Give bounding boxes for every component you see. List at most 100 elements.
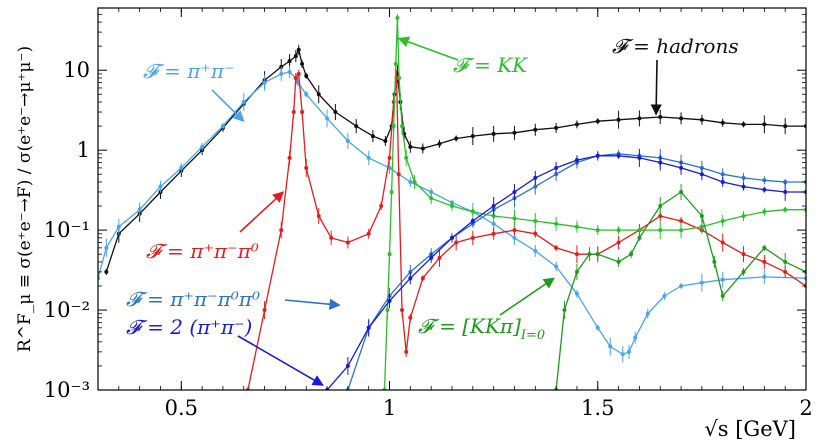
data-point-f-0-0 xyxy=(699,165,704,170)
data-point-f-2 xyxy=(554,165,559,170)
data-point-f-kk-i-0 xyxy=(637,235,642,240)
data-point-f-0 xyxy=(420,276,425,281)
data-point-f-0 xyxy=(279,228,284,233)
data-point-f-kk xyxy=(404,155,409,160)
data-point-f-0 xyxy=(316,214,321,219)
data-point-f-kk-i-0 xyxy=(595,252,600,257)
plot-frame xyxy=(97,7,807,391)
data-point-f xyxy=(241,100,246,105)
data-point-f-0 xyxy=(293,75,298,80)
data-point-f-hadrons xyxy=(720,120,725,125)
data-point-f-2 xyxy=(491,204,496,209)
data-point-f-kk-i-0 xyxy=(562,308,567,313)
annotation-label: 𝓕 = hadrons xyxy=(612,34,739,58)
data-point-f xyxy=(699,280,704,285)
data-point-f-kk xyxy=(393,61,398,66)
data-point-f-0-0 xyxy=(408,269,413,274)
data-point-f-0 xyxy=(437,255,442,260)
data-point-f-kk xyxy=(616,228,621,233)
data-point-f-hadrons xyxy=(420,146,425,151)
data-point-f xyxy=(137,207,142,212)
data-point-f-kk xyxy=(574,224,579,229)
series-line-f xyxy=(98,71,806,355)
data-point-f-0 xyxy=(658,214,663,219)
data-point-f-hadrons xyxy=(296,47,301,52)
data-point-f-0-0 xyxy=(554,172,559,177)
data-point-f xyxy=(574,291,579,296)
data-point-f-kk xyxy=(391,124,396,129)
data-point-f-0 xyxy=(454,240,459,245)
data-point-f xyxy=(595,325,600,330)
data-point-f-kk-i-0 xyxy=(629,252,634,257)
data-point-f xyxy=(633,335,638,340)
data-point-f-0 xyxy=(400,308,405,313)
data-point-f-hadrons xyxy=(354,124,359,129)
series-line-f-kk xyxy=(383,17,806,390)
data-point-f-kk xyxy=(783,207,788,212)
data-point-f-hadrons xyxy=(554,125,559,130)
data-point-f-kk-i-0 xyxy=(783,259,788,264)
data-point-f-kk-i-0 xyxy=(574,269,579,274)
data-point-f-hadrons xyxy=(454,136,459,141)
data-point-f-2 xyxy=(366,325,371,330)
data-point-f-hadrons xyxy=(304,73,309,78)
data-point-f-hadrons xyxy=(293,54,298,59)
data-point-f-kk xyxy=(429,196,434,201)
data-point-f-0-0 xyxy=(762,178,767,183)
series-f xyxy=(98,65,806,363)
annotation-arrow xyxy=(284,298,341,310)
data-point-f-kk xyxy=(595,228,600,233)
data-point-f-0 xyxy=(404,349,409,354)
series-f-kk-i-0 xyxy=(554,183,806,390)
data-point-f-hadrons xyxy=(574,122,579,127)
data-point-f xyxy=(720,277,725,282)
data-point-f-0-0 xyxy=(741,175,746,180)
data-point-f-kk xyxy=(533,218,538,223)
data-point-f-2 xyxy=(595,153,600,158)
data-point-f-2 xyxy=(387,298,392,303)
data-point-f-0 xyxy=(554,245,559,250)
data-point-f-hadrons xyxy=(512,130,517,135)
data-point-f-hadrons xyxy=(679,116,684,121)
data-point-f-0 xyxy=(512,228,517,233)
annotation-label: 𝓕 = π⁺π⁻ xyxy=(143,59,235,83)
data-point-f-kk xyxy=(389,189,394,194)
data-point-f-hadrons xyxy=(491,131,496,136)
data-point-f xyxy=(262,80,267,85)
data-point-f-2 xyxy=(616,153,621,158)
data-point-f-kk xyxy=(554,221,559,226)
data-point-f-2 xyxy=(637,155,642,160)
data-point-f xyxy=(220,124,225,129)
data-point-f-0 xyxy=(329,235,334,240)
data-point-f-hadrons xyxy=(783,124,788,129)
data-point-f xyxy=(200,144,205,149)
data-point-f-2 xyxy=(429,255,434,260)
data-point-f xyxy=(491,221,496,226)
data-point-f-kk xyxy=(491,214,496,219)
data-point-f-kk xyxy=(385,308,390,313)
data-point-f-0 xyxy=(574,252,579,257)
series-layer xyxy=(98,13,806,390)
data-point-f xyxy=(762,274,767,279)
x-tick-label: 0.5 xyxy=(165,396,198,420)
data-point-f-hadrons xyxy=(762,122,767,127)
data-point-f-0 xyxy=(533,231,538,236)
data-point-f-2 xyxy=(574,158,579,163)
data-point-f xyxy=(304,92,309,97)
data-point-f-kk xyxy=(400,124,405,129)
data-point-f-0 xyxy=(679,218,684,223)
data-point-f-hadrons xyxy=(408,144,413,149)
x-tick-label: 1 xyxy=(383,396,396,420)
data-point-f xyxy=(158,184,163,189)
series-f-kk xyxy=(382,13,806,390)
data-point-f-0 xyxy=(783,269,788,274)
data-point-f-hadrons xyxy=(333,110,338,115)
data-point-f-0 xyxy=(491,231,496,236)
data-point-f-0 xyxy=(616,240,621,245)
data-point-f-0-0 xyxy=(533,184,538,189)
y-tick-label: 10 xyxy=(63,58,90,82)
data-point-f-hadrons xyxy=(595,119,600,124)
data-point-f-2 xyxy=(450,235,454,240)
